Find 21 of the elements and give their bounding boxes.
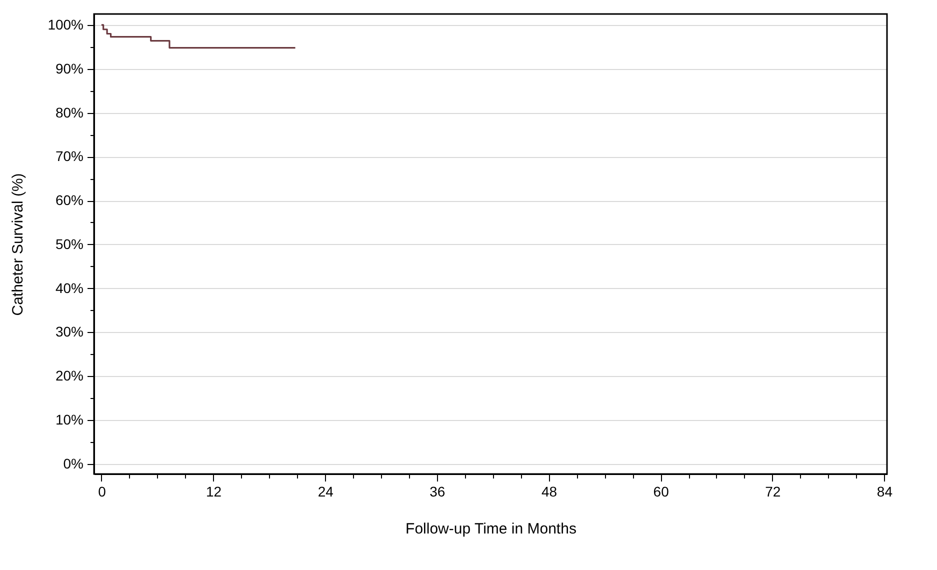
x-tick-label: 60 [653,484,670,500]
x-tick-label: 12 [206,484,222,500]
x-tick-label: 72 [765,484,781,500]
x-tick-label: 0 [98,484,106,500]
y-axis-title: Catheter Survival (%) [10,173,27,316]
x-tick-label: 84 [876,484,893,500]
x-tick-label: 24 [318,484,334,500]
y-tick-label: 50% [55,236,84,252]
x-tick-label: 48 [541,484,558,500]
y-tick-label: 20% [55,368,84,384]
y-tick-label: 90% [55,60,84,76]
x-axis-title: Follow-up Time in Months [406,520,576,538]
y-tick-label: 10% [55,412,84,428]
y-tick-label: 70% [55,148,84,164]
x-tick-label: 36 [430,484,446,500]
y-tick-label: 80% [55,104,84,120]
y-tick-label: 30% [55,324,84,340]
y-tick-label: 0% [63,455,84,472]
y-tick-label: 60% [55,192,84,208]
y-tick-label: 40% [55,280,84,296]
y-tick-label: 100% [48,16,84,32]
